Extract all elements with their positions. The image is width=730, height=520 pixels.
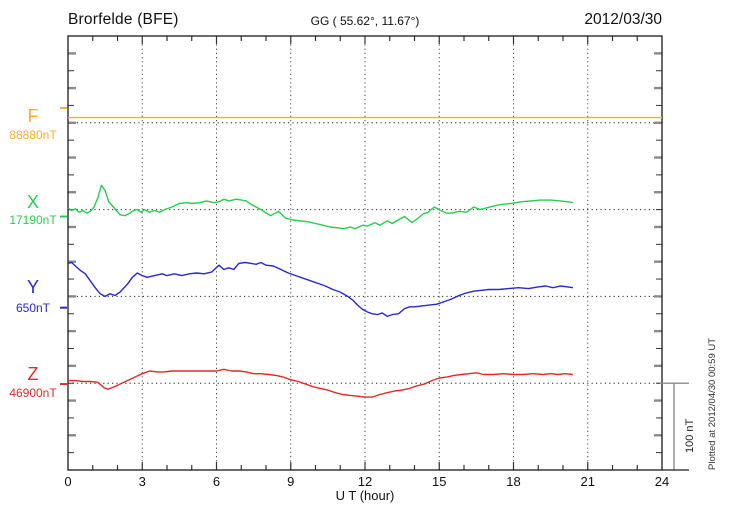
series-X-curve (67, 184, 574, 230)
channel-baseline-Z: 46900nT (9, 386, 57, 400)
channel-label-F: F (27, 106, 39, 126)
x-tick-label-21: 21 (580, 474, 595, 489)
plotted-at-note: Plotted at 2012/04/30 00:59 UT (707, 337, 718, 470)
x-axis-label: U T (hour) (335, 488, 395, 503)
scale-bar-label: 100 nT (684, 418, 696, 453)
x-tick-label-6: 6 (212, 474, 221, 489)
x-tick-label-18: 18 (506, 474, 521, 489)
series-Y-curve (67, 261, 574, 318)
plot-frame (67, 35, 663, 471)
series-Z-curve (68, 368, 573, 398)
channel-label-X: X (26, 192, 39, 212)
x-tick-label-15: 15 (432, 474, 447, 489)
channel-label-Y: Y (26, 277, 39, 297)
channel-baseline-F: 88880nT (9, 128, 57, 142)
x-tick-label-24: 24 (654, 474, 670, 489)
x-tick-label-3: 3 (138, 474, 146, 489)
geographic-coordinates: GG ( 55.62°, 11.67°) (310, 14, 420, 28)
channel-baseline-X: 17190nT (9, 213, 57, 227)
channel-baseline-Y: 650nT (15, 301, 51, 315)
x-tick-label-12: 12 (357, 474, 373, 489)
channel-label-Z: Z (27, 364, 39, 384)
x-tick-label-9: 9 (287, 474, 295, 489)
plot-date: 2012/03/30 (584, 11, 662, 28)
x-tick-label-0: 0 (64, 474, 72, 489)
station-title: Brorfelde (BFE) (68, 11, 179, 28)
